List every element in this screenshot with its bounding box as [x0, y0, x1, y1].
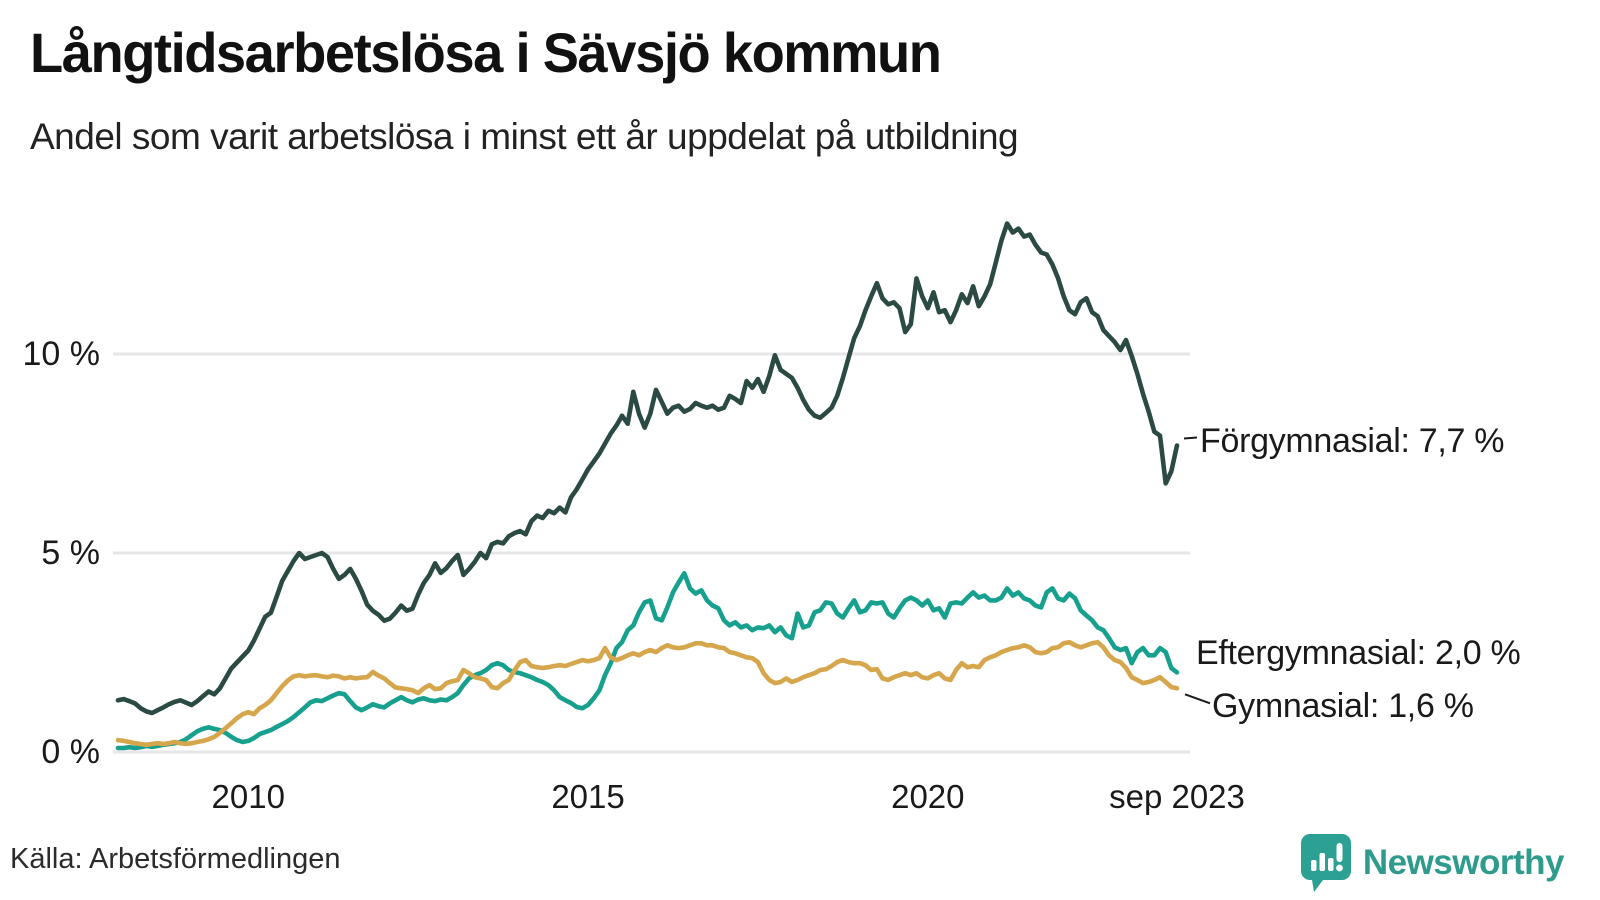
series-line-gymnasial: [115, 639, 1180, 748]
connector-forgymnasial: [1183, 436, 1198, 440]
gridlines: [113, 352, 1190, 754]
end-label-gymnasial: Gymnasial: 1,6 %: [1212, 687, 1474, 726]
x-tick-label-2010: 2010: [211, 778, 285, 815]
y-tick-label-5: 5 %: [41, 534, 100, 572]
y-tick-label-0: 0 %: [41, 733, 100, 771]
series-line-eftergymnasial: [115, 570, 1180, 751]
series-line-förgymnasial: [115, 221, 1180, 716]
newsworthy-brand-name: Newsworthy: [1362, 843, 1565, 882]
y-tick-label-10: 10 %: [22, 335, 101, 373]
end-label-eftergymnasial: Eftergymnasial: 2,0 %: [1196, 634, 1521, 673]
chart-subtitle: Andel som varit arbetslösa i minst ett å…: [30, 116, 1019, 157]
series-lines: [115, 221, 1180, 751]
end-label-förgymnasial: Förgymnasial: 7,7 %: [1200, 421, 1505, 460]
newsworthy-brand: Newsworthy: [1300, 834, 1565, 892]
connector-gymnasial: [1184, 693, 1211, 705]
chart-title: Långtidsarbetslösa i Sävsjö kommun: [30, 21, 942, 84]
newsworthy-logo-icon: [1300, 834, 1351, 892]
source-note: Källa: Arbetsförmedlingen: [10, 843, 341, 875]
x-tick-label-2015: 2015: [551, 778, 625, 815]
x-tick-label-sep-2023: sep 2023: [1109, 778, 1245, 815]
x-tick-label-2020: 2020: [891, 778, 965, 815]
